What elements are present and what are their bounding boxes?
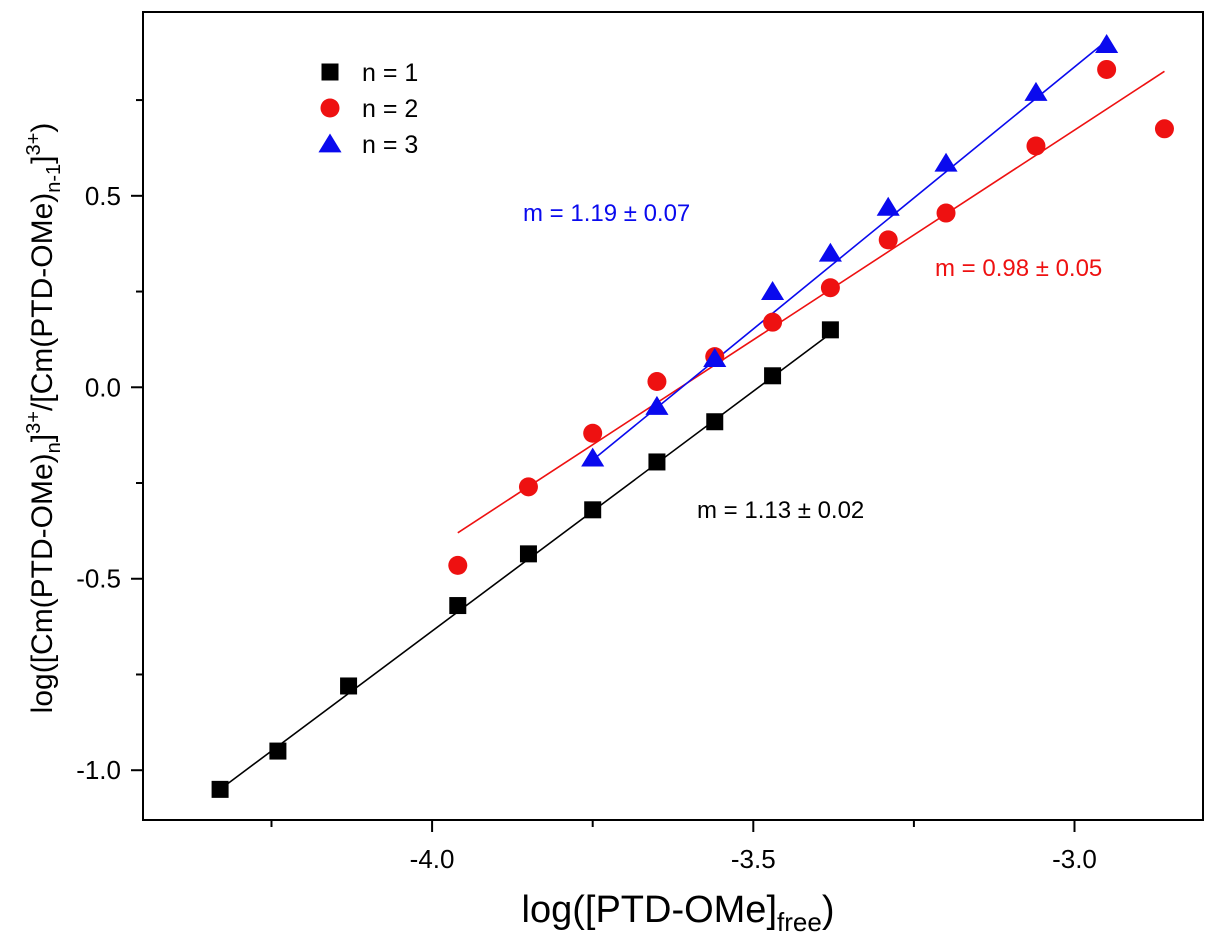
point-n1: [648, 453, 666, 471]
legend-label-n1: n = 1: [362, 59, 418, 87]
point-n3: [703, 348, 727, 367]
point-n2: [878, 230, 898, 250]
fit-line-n3: [592, 40, 1108, 461]
legend-marker-n3: [318, 133, 342, 153]
point-n2: [1026, 136, 1046, 156]
point-n3: [1095, 34, 1119, 53]
point-n2: [820, 278, 840, 298]
annotation-n1: m = 1.13 ± 0.02: [697, 497, 864, 524]
point-n1: [706, 413, 724, 431]
point-n3: [761, 281, 785, 300]
legend: n = 1 n = 2 n = 3: [318, 59, 418, 159]
point-n2: [1097, 59, 1117, 79]
point-n1: [519, 545, 537, 563]
point-n2: [763, 312, 783, 332]
point-n2: [936, 203, 956, 223]
data-points: [211, 34, 1174, 798]
point-n3: [1024, 81, 1048, 101]
x-tick-label: -3.0: [1052, 844, 1097, 874]
fit-line-n2: [457, 70, 1165, 534]
y-tick-label: -1.0: [76, 755, 121, 785]
legend-label-n2: n = 2: [362, 95, 418, 123]
legend-marker-n2: [320, 98, 340, 118]
point-n1: [764, 367, 782, 385]
point-n3: [934, 152, 958, 172]
annotation-n2: m = 0.98 ± 0.05: [935, 255, 1102, 282]
point-n2: [583, 423, 603, 443]
point-n3: [581, 447, 605, 467]
point-n1: [821, 321, 839, 339]
point-n2: [647, 372, 667, 392]
plot-frame: [142, 11, 1204, 821]
point-n3: [818, 242, 842, 262]
point-n1: [584, 501, 602, 519]
annotation-n3: m = 1.19 ± 0.07: [523, 200, 690, 227]
legend-marker-n1: [321, 63, 339, 81]
point-n3: [876, 196, 900, 216]
point-n1: [269, 742, 287, 760]
point-n2: [448, 555, 468, 575]
point-n3: [645, 395, 669, 415]
y-axis-title: log([Cm(PTD-OMe)n]3+/[Cm(PTD-OMe)n-1]3+): [23, 123, 65, 714]
x-axis-title: log([PTD-OMe]free): [522, 889, 835, 932]
y-tick-label: 0.5: [85, 181, 121, 211]
y-tick-label: -0.5: [76, 564, 121, 594]
legend-label-n3: n = 3: [362, 131, 418, 159]
point-n1: [211, 780, 229, 798]
point-n2: [518, 477, 538, 497]
point-n1: [340, 677, 358, 695]
tick-labels: -4.0 -3.5 -3.0 -1.0 -0.5 0.0 0.5: [76, 181, 1097, 874]
axis-ticks: [131, 99, 1076, 832]
y-tick-label: 0.0: [85, 372, 121, 402]
x-tick-label: -3.5: [731, 844, 776, 874]
x-tick-label: -4.0: [410, 844, 455, 874]
point-n1: [449, 597, 467, 615]
point-n2: [1154, 119, 1174, 139]
